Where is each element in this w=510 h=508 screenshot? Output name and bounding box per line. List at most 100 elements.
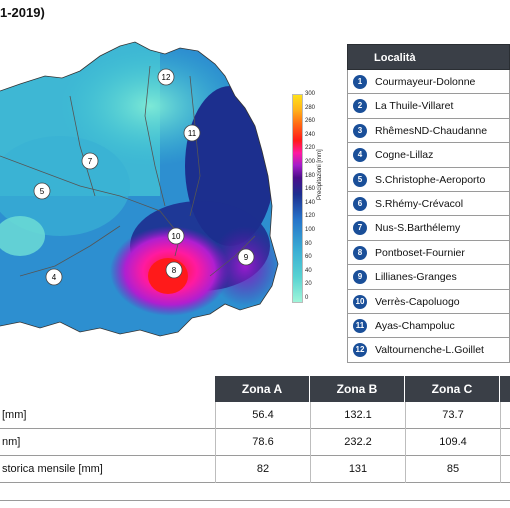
location-number-badge: 9 xyxy=(353,270,367,285)
page-title: 1-2019) xyxy=(0,5,45,20)
location-item: 4 Cogne-Lillaz xyxy=(347,143,510,168)
colorbar-tick: 100 xyxy=(305,227,316,233)
location-item: 11 Ayas-Champoluc xyxy=(347,313,510,339)
colorbar-tick: 120 xyxy=(305,213,316,220)
location-item: 9 Lillianes-Granges xyxy=(347,265,510,290)
station-marker-4: 4 xyxy=(45,268,63,286)
svg-text:12: 12 xyxy=(162,73,171,82)
colorbar-tick: 180 xyxy=(305,172,316,179)
precipitation-map: 12 11 7 5 10 9 8 4 xyxy=(0,36,300,341)
location-item: 5 S.Christophe-Aeroporto xyxy=(347,167,510,192)
locations-panel: Località 1 Courmayeur-Dolonne 2 La Thuile-… xyxy=(347,44,510,363)
cell-value: 132.1 xyxy=(310,402,405,429)
table-row: [mm] 56.4 132.1 73.7 xyxy=(0,402,510,429)
cell-value: 232.2 xyxy=(310,429,405,456)
station-marker-10: 10 xyxy=(167,227,185,245)
location-name: Valtournenche-L.Goillet xyxy=(375,344,484,357)
location-number-badge: 6 xyxy=(353,196,367,211)
location-name: Lillianes-Granges xyxy=(375,271,457,284)
table-header-row: Zona A Zona B Zona C xyxy=(0,376,510,402)
location-item: 7 Nus-S.Barthélemy xyxy=(347,216,510,241)
cell-value: 56.4 xyxy=(215,402,310,429)
location-item: 8 Pontboset-Fournier xyxy=(347,240,510,266)
station-marker-8: 8 xyxy=(165,261,183,279)
cell-value: 85 xyxy=(405,456,500,483)
location-number-badge: 12 xyxy=(353,343,367,358)
location-name: RhêmesND-Chaudanne xyxy=(375,124,488,137)
location-name: Verrès-Capoluogo xyxy=(375,295,460,308)
colorbar-tick: 160 xyxy=(305,186,316,193)
colorbar-tick: 140 xyxy=(305,199,316,206)
column-header-next xyxy=(500,376,510,402)
station-marker-7: 7 xyxy=(81,152,99,170)
svg-text:7: 7 xyxy=(88,157,93,166)
colorbar-ticks: 300 280 260 240 220 200 180 160 140 120 … xyxy=(305,90,329,307)
location-number-badge: 11 xyxy=(353,318,367,333)
cell-value: 131 xyxy=(310,456,405,483)
locations-header: Località xyxy=(347,44,510,70)
colorbar-tick: 260 xyxy=(305,118,316,125)
colorbar-label: Precipitazioni [mm] xyxy=(317,149,323,200)
location-item: 12 Valtournenche-L.Goillet xyxy=(347,338,510,363)
station-marker-11: 11 xyxy=(183,124,201,142)
colorbar-tick: 300 xyxy=(305,91,316,97)
location-number-badge: 2 xyxy=(353,99,367,114)
row-label: [mm] xyxy=(2,409,27,421)
svg-text:11: 11 xyxy=(188,129,197,138)
colorbar-tick: 0 xyxy=(305,295,309,301)
cell-value xyxy=(500,429,510,456)
svg-text:9: 9 xyxy=(244,253,249,262)
location-name: Courmayeur-Dolonne xyxy=(375,76,476,88)
colorbar-gradient xyxy=(292,94,303,303)
location-number-badge: 3 xyxy=(353,123,367,138)
colorbar-tick: 60 xyxy=(305,254,312,261)
cell-value: 78.6 xyxy=(215,429,310,456)
location-item: 2 La Thuile-Villaret xyxy=(347,94,510,119)
row-label: nm] xyxy=(2,436,21,448)
location-number-badge: 5 xyxy=(353,172,367,187)
location-name: S.Rhémy-Crévacol xyxy=(375,197,464,210)
svg-text:4: 4 xyxy=(52,273,57,282)
colorbar-tick: 220 xyxy=(305,145,316,152)
location-name: La Thuile-Villaret xyxy=(375,100,454,113)
location-name: S.Christophe-Aeroporto xyxy=(375,173,486,186)
cell-value: 82 xyxy=(215,456,310,483)
bottom-divider xyxy=(0,500,510,501)
map-graphic: 12 11 7 5 10 9 8 4 xyxy=(0,41,279,337)
location-number-badge: 8 xyxy=(353,245,367,260)
location-name: Pontboset-Fournier xyxy=(375,246,465,259)
location-name: Ayas-Champoluc xyxy=(375,319,455,332)
location-name: Cogne-Lillaz xyxy=(375,149,434,162)
column-header-zona-a: Zona A xyxy=(215,376,310,402)
svg-text:10: 10 xyxy=(172,232,181,241)
cell-value xyxy=(500,456,510,483)
svg-text:8: 8 xyxy=(172,266,177,275)
location-number-badge: 1 xyxy=(353,75,367,89)
location-number-badge: 10 xyxy=(353,294,367,309)
colorbar-tick: 20 xyxy=(305,281,312,288)
zone-precipitation-table: Zona A Zona B Zona C [mm] 56.4 132.1 73.… xyxy=(0,376,510,483)
column-header-zona-c: Zona C xyxy=(405,376,500,402)
column-header-zona-b: Zona B xyxy=(310,376,405,402)
location-item: 10 Verrès-Capoluogo xyxy=(347,289,510,314)
title-bar: 1-2019) xyxy=(0,0,510,28)
location-name: Nus-S.Barthélemy xyxy=(375,222,461,235)
colorbar-tick: 240 xyxy=(305,131,316,138)
cell-value xyxy=(500,402,510,429)
colorbar-tick: 280 xyxy=(305,104,316,111)
station-marker-5: 5 xyxy=(33,182,51,200)
table-row: storica mensile [mm] 82 131 85 xyxy=(0,456,510,483)
location-item: 6 S.Rhémy-Crévacol xyxy=(347,191,510,217)
location-item: 3 RhêmesND-Chaudanne xyxy=(347,118,510,144)
colorbar-tick: 80 xyxy=(305,240,312,247)
table-row: nm] 78.6 232.2 109.4 xyxy=(0,429,510,456)
station-marker-9: 9 xyxy=(237,248,255,266)
cell-value: 73.7 xyxy=(405,402,500,429)
row-label: storica mensile [mm] xyxy=(2,463,103,475)
colorbar-tick: 200 xyxy=(305,159,316,165)
location-number-badge: 7 xyxy=(353,221,367,236)
location-item: 1 Courmayeur-Dolonne xyxy=(347,70,510,95)
svg-text:5: 5 xyxy=(40,187,45,196)
colorbar-tick: 40 xyxy=(305,267,312,274)
station-marker-12: 12 xyxy=(157,68,175,86)
